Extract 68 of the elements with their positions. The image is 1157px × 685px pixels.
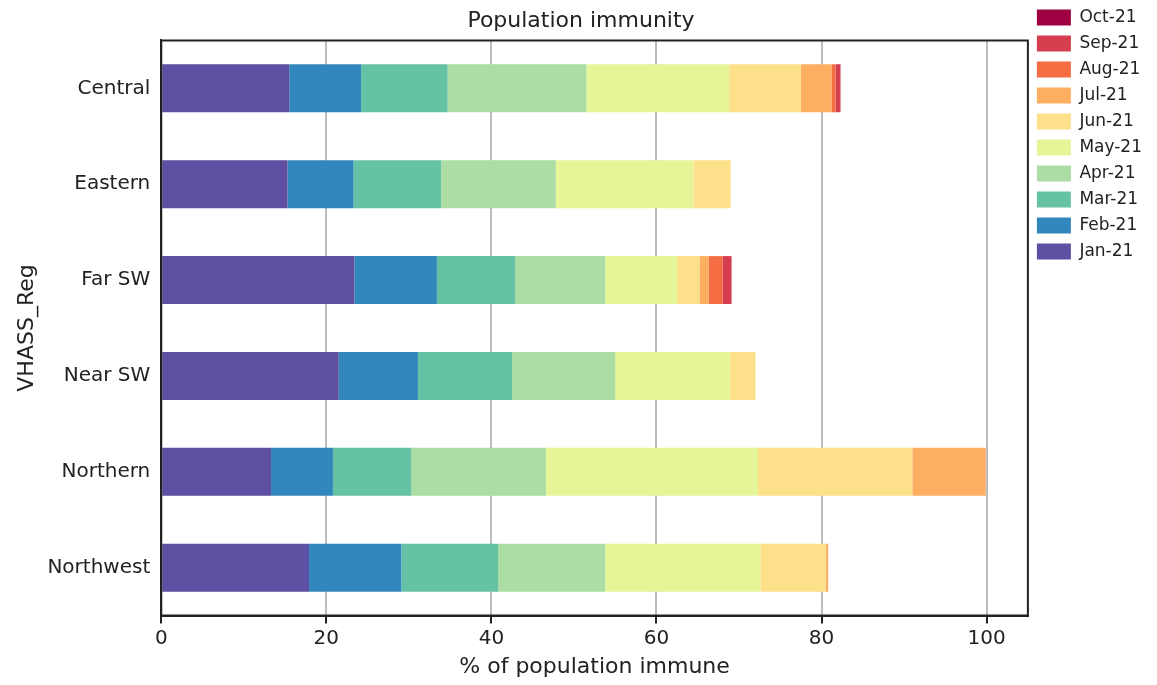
bar xyxy=(441,160,556,209)
bar xyxy=(515,256,606,305)
bar xyxy=(436,256,516,305)
legend-label: May-21 xyxy=(1079,135,1143,156)
bar xyxy=(722,256,732,305)
x-axis-title: % of population immune xyxy=(459,652,730,678)
bar xyxy=(271,447,333,496)
bar xyxy=(760,543,826,592)
bar xyxy=(309,543,402,592)
y-tick-label: Eastern xyxy=(74,170,151,195)
bar xyxy=(417,351,513,400)
y-tick-label: Northwest xyxy=(47,553,151,578)
bar xyxy=(354,256,437,305)
legend-label: Mar-21 xyxy=(1079,187,1139,208)
bar xyxy=(162,351,339,400)
bar xyxy=(162,447,272,496)
legend-label: Feb-21 xyxy=(1079,213,1138,234)
bar xyxy=(693,160,731,209)
x-tick-label: 100 xyxy=(967,624,1006,649)
bar xyxy=(699,256,709,305)
bar xyxy=(162,256,355,305)
bar xyxy=(708,256,723,305)
chart-title: Population immunity xyxy=(467,6,695,32)
bar xyxy=(353,160,442,209)
x-tick-label: 40 xyxy=(478,624,505,649)
y-tick-label: Central xyxy=(77,74,151,99)
y-tick-label: Near SW xyxy=(63,362,151,387)
bar xyxy=(729,351,756,400)
x-tick-label: 0 xyxy=(154,624,168,649)
bar xyxy=(605,256,678,305)
legend-label: Jul-21 xyxy=(1078,83,1128,104)
bar xyxy=(338,351,418,400)
bar xyxy=(586,64,730,113)
bar xyxy=(758,447,913,496)
bar xyxy=(162,64,290,113)
bar xyxy=(162,160,288,209)
bar xyxy=(800,64,832,113)
x-tick-label: 80 xyxy=(808,624,835,649)
bar xyxy=(729,64,801,113)
bar xyxy=(677,256,700,305)
y-tick-label: Northern xyxy=(61,458,151,482)
bar xyxy=(835,64,841,113)
legend-label: Oct-21 xyxy=(1079,5,1137,26)
legend-label: Apr-21 xyxy=(1079,161,1136,182)
bar xyxy=(289,64,361,113)
bar xyxy=(332,447,412,496)
bar xyxy=(411,447,546,496)
legend-label: Sep-21 xyxy=(1079,31,1140,52)
bar xyxy=(912,447,986,496)
bar xyxy=(831,64,836,113)
bar xyxy=(162,543,309,592)
bar xyxy=(615,351,730,400)
legend-label: Jun-21 xyxy=(1078,109,1134,130)
bar xyxy=(512,351,616,400)
bar xyxy=(361,64,448,113)
bar xyxy=(555,160,694,209)
legend-label: Aug-21 xyxy=(1079,57,1141,78)
bar xyxy=(447,64,587,113)
y-axis-title: VHASS_Reg xyxy=(12,264,39,392)
bar xyxy=(545,447,758,496)
y-tick-label: Far SW xyxy=(81,266,151,291)
bar xyxy=(605,543,761,592)
bar xyxy=(287,160,354,209)
x-tick-label: 20 xyxy=(313,624,340,649)
legend-label: Jan-21 xyxy=(1078,239,1134,260)
x-tick-label: 60 xyxy=(643,624,670,649)
bar xyxy=(401,543,499,592)
bar xyxy=(498,543,606,592)
